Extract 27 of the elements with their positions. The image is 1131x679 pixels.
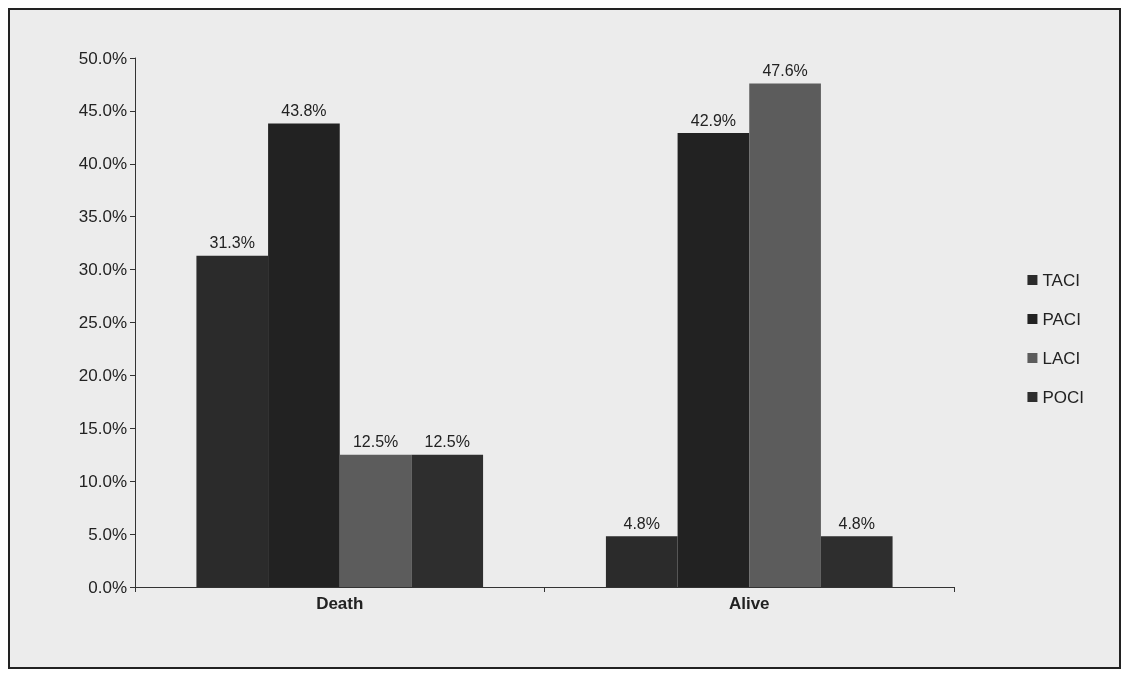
data-label: 12.5% [352, 433, 399, 451]
y-tick-label: 20.0% [78, 365, 127, 385]
data-label: 47.6% [762, 61, 808, 79]
y-tick-label: 25.0% [78, 313, 127, 332]
bar [339, 454, 412, 587]
data-label: 42.9% [690, 111, 737, 129]
bar [749, 83, 821, 587]
x-tick-label: Alive [728, 594, 770, 613]
data-label: 31.3% [209, 234, 255, 252]
y-tick-label: 5.0% [88, 524, 127, 544]
legend-label: POCI [1042, 387, 1084, 407]
y-tick-label: 15.0% [78, 418, 127, 438]
data-label: 43.8% [281, 102, 327, 120]
y-tick-label: 40.0% [78, 154, 127, 174]
data-label: 4.8% [623, 514, 660, 532]
y-tick-label: 10.0% [78, 471, 127, 491]
data-label: 12.5% [424, 433, 470, 451]
y-tick-label: 45.0% [78, 101, 127, 121]
legend-label: LACI [1042, 348, 1081, 368]
legend-label: PACI [1042, 309, 1081, 329]
data-label: 4.8% [838, 514, 875, 532]
y-tick-label: 30.0% [78, 260, 127, 280]
x-tick-label: Death [316, 594, 364, 613]
y-tick-label: 35.0% [78, 207, 127, 227]
y-tick-label: 50.0% [78, 48, 127, 68]
legend-label: TACI [1042, 270, 1080, 290]
y-tick-label: 0.0% [88, 577, 127, 597]
